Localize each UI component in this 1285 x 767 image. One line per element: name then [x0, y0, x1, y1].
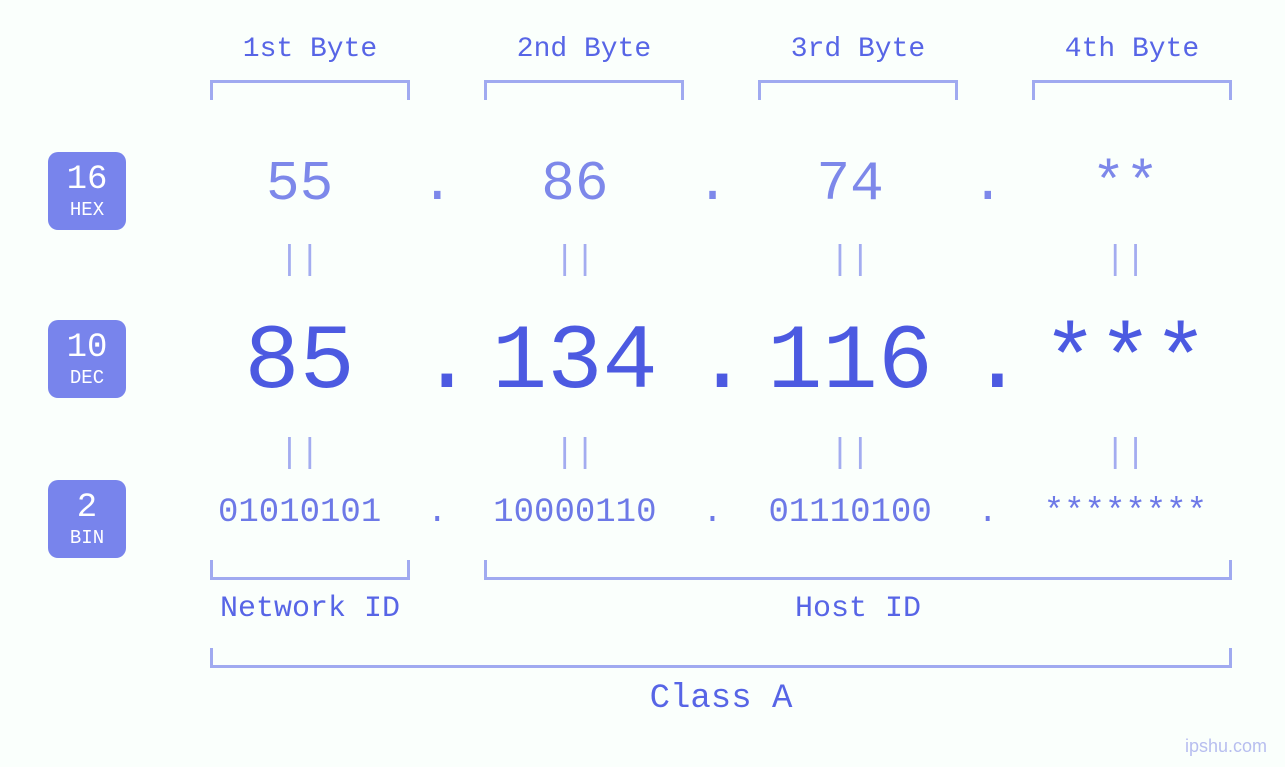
dec-row: 85 . 134 . 116 . ***	[180, 310, 1245, 415]
dec-sep-2: .	[695, 310, 731, 415]
equals-row-1: || || || ||	[180, 242, 1245, 280]
badge-hex: 16 HEX	[48, 152, 126, 230]
network-id-label: Network ID	[165, 592, 455, 626]
hex-byte-1: 55	[180, 152, 419, 216]
badge-dec-label: DEC	[70, 369, 104, 388]
badge-dec-num: 10	[67, 331, 108, 365]
hex-byte-3: 74	[731, 152, 970, 216]
badge-hex-label: HEX	[70, 201, 104, 220]
eq1-2: ||	[455, 242, 694, 280]
dec-byte-4: ***	[1006, 310, 1245, 415]
badge-bin-label: BIN	[70, 529, 104, 548]
bin-byte-1: 01010101	[180, 494, 419, 532]
hex-sep-1: .	[419, 152, 455, 216]
eq1-4: ||	[1006, 242, 1245, 280]
dec-byte-3: 116	[731, 310, 970, 415]
byte-header-2: 2nd Byte	[469, 34, 699, 65]
eq2-3: ||	[731, 435, 970, 473]
top-bracket-1	[210, 80, 410, 100]
eq2-4: ||	[1006, 435, 1245, 473]
class-label: Class A	[210, 680, 1232, 718]
class-bracket	[210, 648, 1232, 668]
top-bracket-4	[1032, 80, 1232, 100]
eq1-1: ||	[180, 242, 419, 280]
byte-header-3: 3rd Byte	[743, 34, 973, 65]
badge-bin-num: 2	[77, 491, 97, 525]
eq2-1: ||	[180, 435, 419, 473]
top-bracket-3	[758, 80, 958, 100]
bin-byte-3: 01110100	[731, 494, 970, 532]
bin-row: 01010101 . 10000110 . 01110100 . *******…	[180, 494, 1245, 532]
eq2-2: ||	[455, 435, 694, 473]
network-id-bracket	[210, 560, 410, 580]
dec-sep-1: .	[419, 310, 455, 415]
byte-header-1: 1st Byte	[195, 34, 425, 65]
watermark: ipshu.com	[1185, 736, 1267, 757]
dec-byte-2: 134	[455, 310, 694, 415]
eq1-3: ||	[731, 242, 970, 280]
bin-sep-2: .	[695, 494, 731, 532]
hex-sep-2: .	[695, 152, 731, 216]
dec-sep-3: .	[970, 310, 1006, 415]
bin-byte-2: 10000110	[455, 494, 694, 532]
hex-byte-4: **	[1006, 152, 1245, 216]
bin-sep-1: .	[419, 494, 455, 532]
badge-bin: 2 BIN	[48, 480, 126, 558]
badge-dec: 10 DEC	[48, 320, 126, 398]
hex-byte-2: 86	[455, 152, 694, 216]
dec-byte-1: 85	[180, 310, 419, 415]
hex-row: 55 . 86 . 74 . **	[180, 152, 1245, 216]
top-bracket-2	[484, 80, 684, 100]
badge-hex-num: 16	[67, 163, 108, 197]
host-id-label: Host ID	[484, 592, 1232, 626]
bin-sep-3: .	[970, 494, 1006, 532]
equals-row-2: || || || ||	[180, 435, 1245, 473]
host-id-bracket	[484, 560, 1232, 580]
byte-header-4: 4th Byte	[1017, 34, 1247, 65]
hex-sep-3: .	[970, 152, 1006, 216]
bin-byte-4: ********	[1006, 494, 1245, 532]
